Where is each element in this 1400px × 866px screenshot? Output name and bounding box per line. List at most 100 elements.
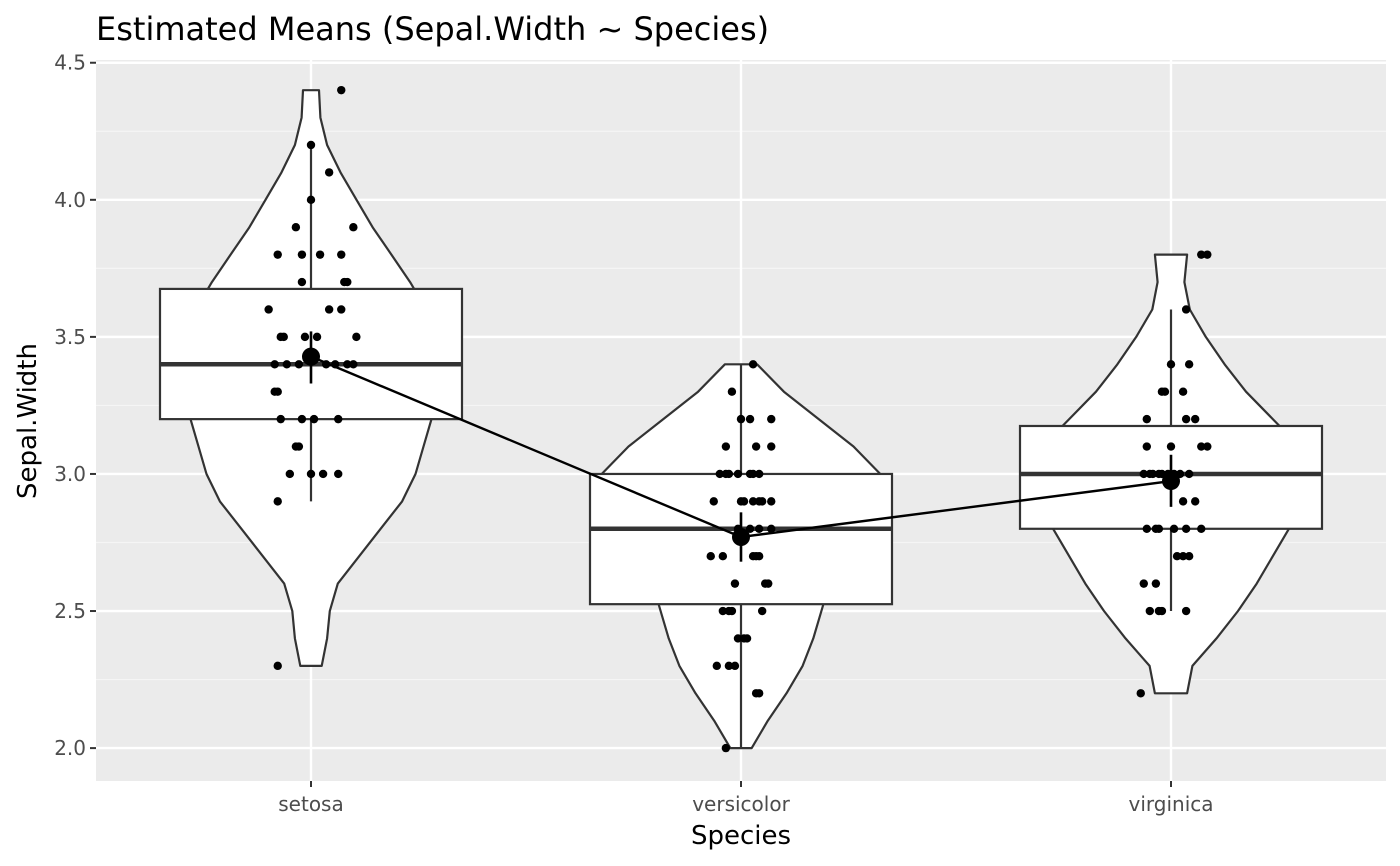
chart-title: Estimated Means (Sepal.Width ~ Species)	[96, 10, 769, 48]
data-point	[1166, 360, 1176, 369]
mean-point-versicolor	[732, 528, 750, 547]
data-point	[754, 552, 764, 561]
y-tick-label: 2.0	[54, 736, 86, 760]
data-point	[273, 387, 282, 396]
data-point	[337, 305, 346, 314]
data-point	[733, 469, 743, 479]
data-point	[1142, 442, 1152, 451]
data-point	[294, 360, 304, 369]
data-point	[718, 606, 728, 616]
data-point	[1191, 497, 1200, 506]
data-point	[733, 634, 743, 643]
data-point	[1178, 387, 1188, 396]
x-tick-label: virginica	[1129, 792, 1214, 816]
data-point	[739, 497, 749, 506]
data-point	[273, 661, 282, 671]
data-point	[297, 414, 307, 424]
data-point	[736, 414, 746, 424]
data-point	[757, 606, 767, 616]
y-axis: 2.0 2.5 3.0 3.5 4.0 4.5	[54, 51, 96, 760]
x-axis-title: Species	[691, 821, 791, 851]
data-point	[1139, 469, 1148, 479]
data-point	[291, 223, 301, 232]
data-point	[721, 442, 731, 451]
data-point	[270, 360, 279, 369]
data-point	[352, 332, 361, 342]
data-point	[343, 360, 352, 369]
data-point	[324, 168, 334, 177]
data-point	[715, 469, 725, 479]
data-point	[742, 634, 752, 643]
data-point	[1197, 442, 1206, 451]
y-tick-label: 4.0	[54, 188, 86, 212]
x-axis: setosa versicolor virginica	[278, 781, 1214, 816]
data-point	[1178, 497, 1188, 506]
data-point	[294, 442, 304, 451]
data-point	[754, 524, 764, 533]
data-point	[1145, 606, 1155, 616]
data-point	[1151, 579, 1161, 588]
data-point	[324, 305, 334, 314]
data-point	[1169, 524, 1179, 533]
data-point	[318, 469, 328, 479]
data-point	[727, 606, 737, 616]
data-point	[1142, 414, 1152, 424]
data-point	[276, 414, 285, 424]
data-point	[764, 579, 773, 588]
data-point	[751, 442, 761, 451]
data-point	[1184, 552, 1194, 561]
data-point	[1197, 250, 1206, 259]
data-point	[343, 277, 352, 287]
mean-point-virginica	[1162, 472, 1180, 491]
data-point	[730, 661, 740, 671]
data-point	[1184, 360, 1194, 369]
data-point	[767, 497, 776, 506]
data-point	[297, 250, 307, 259]
data-point	[718, 552, 728, 561]
data-point	[1139, 579, 1148, 588]
data-point	[297, 277, 307, 287]
data-point	[754, 689, 764, 698]
data-point	[1166, 442, 1176, 451]
data-point	[1191, 414, 1200, 424]
data-point	[767, 442, 776, 451]
y-tick-label: 3.0	[54, 462, 86, 486]
data-point	[745, 524, 755, 533]
data-point	[1172, 552, 1182, 561]
data-point	[1181, 524, 1191, 533]
data-point	[273, 250, 282, 259]
x-tick-label: setosa	[278, 792, 343, 816]
data-point	[349, 360, 358, 369]
data-point	[748, 469, 758, 479]
data-point	[282, 360, 291, 369]
data-point	[312, 332, 322, 342]
data-point	[1181, 606, 1191, 616]
data-point	[337, 250, 346, 259]
data-point	[264, 305, 273, 314]
data-point	[300, 332, 310, 342]
data-point	[306, 469, 316, 479]
data-point	[709, 497, 718, 506]
data-point	[1181, 305, 1191, 314]
data-point	[306, 195, 316, 205]
data-point	[315, 250, 325, 259]
data-point	[730, 579, 740, 588]
estimated-means	[302, 331, 1180, 562]
data-points	[264, 85, 1212, 753]
y-tick-label: 2.5	[54, 599, 86, 623]
data-point	[349, 223, 358, 232]
data-point	[1148, 469, 1158, 479]
data-point	[757, 497, 767, 506]
data-point	[724, 469, 734, 479]
data-point	[745, 414, 755, 424]
data-point	[767, 414, 776, 424]
data-point	[273, 497, 282, 506]
data-point	[334, 469, 343, 479]
data-point	[767, 524, 776, 533]
data-point	[1184, 469, 1194, 479]
y-tick-label: 3.5	[54, 325, 86, 349]
data-point	[1197, 524, 1206, 533]
data-point	[1203, 250, 1212, 259]
x-tick-label: versicolor	[692, 792, 790, 816]
data-point	[721, 743, 731, 753]
